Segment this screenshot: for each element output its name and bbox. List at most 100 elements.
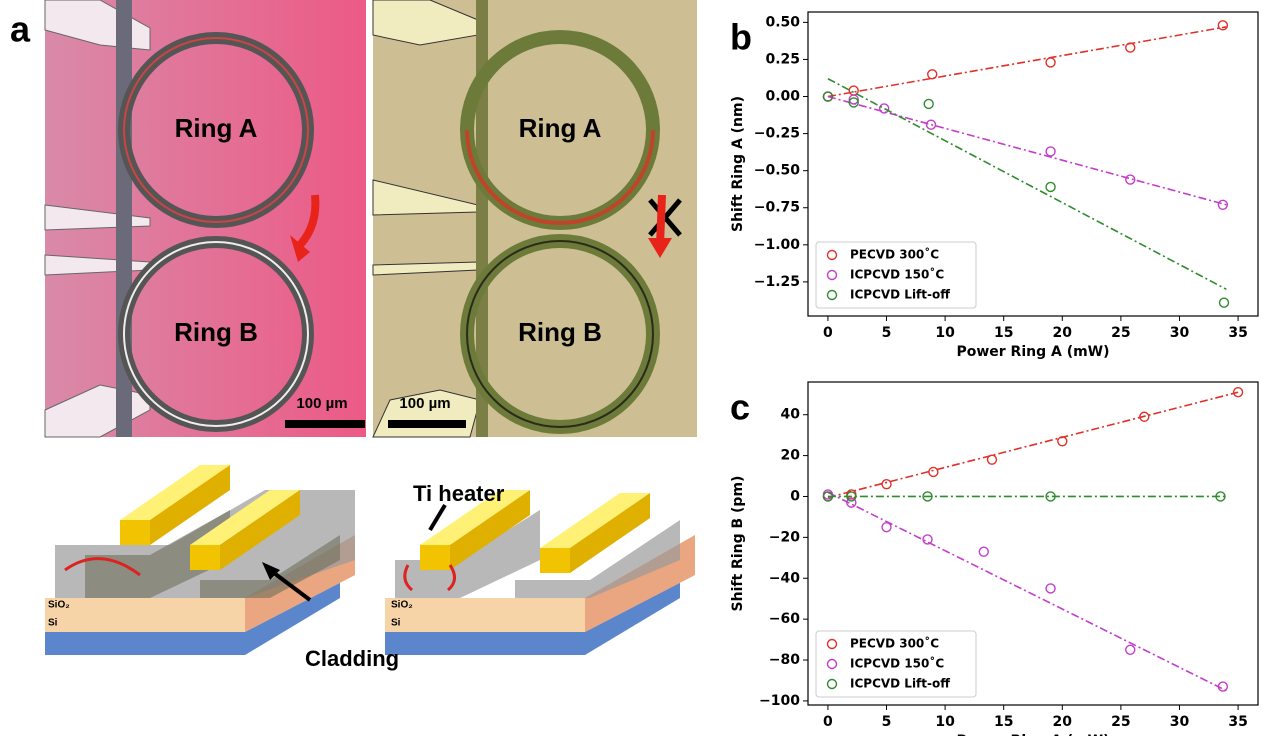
- legend-marker: [826, 269, 838, 281]
- y-tick-label: −0.25: [754, 126, 800, 142]
- callout: Cladding: [305, 646, 399, 671]
- data-point: [848, 94, 859, 105]
- fit-line: [827, 78, 1227, 291]
- data-point: [1217, 681, 1229, 692]
- x-tick-label: 30: [1170, 714, 1190, 730]
- x-tick-label: 25: [1111, 714, 1130, 730]
- panel-label: c: [730, 387, 750, 428]
- legend-entry: ICPCVD Lift-off: [850, 677, 950, 691]
- y-tick-label: −1.00: [754, 237, 801, 253]
- x-tick-label: 20: [1053, 714, 1073, 730]
- legend-marker: [826, 658, 838, 670]
- schematic-1: [45, 465, 355, 655]
- y-tick-label: 0: [790, 488, 800, 504]
- scale-label: 100 µm: [399, 395, 450, 412]
- data-point: [1232, 387, 1244, 398]
- y-tick-label: −80: [769, 652, 800, 668]
- data-point: [1045, 491, 1056, 502]
- x-tick-label: 15: [994, 714, 1013, 730]
- data-point: [1045, 583, 1056, 594]
- data-point: [846, 491, 857, 502]
- x-tick-label: 20: [1053, 325, 1073, 341]
- y-tick-label: −0.50: [754, 163, 801, 179]
- data-point: [986, 454, 998, 465]
- fit-line: [827, 26, 1227, 98]
- legend-marker: [826, 678, 838, 690]
- data-point: [922, 491, 933, 502]
- layer-label: Si: [391, 618, 401, 629]
- data-point: [1218, 297, 1230, 308]
- legend-entry: ICPCVD 150˚C: [850, 267, 944, 282]
- micrograph-2: [372, 0, 697, 438]
- x-tick-label: 15: [994, 325, 1013, 341]
- data-point: [1139, 411, 1150, 422]
- schematic-2: [385, 490, 695, 655]
- x-tick-label: 10: [935, 325, 955, 341]
- fit-line: [827, 491, 1227, 692]
- fit-line: [827, 391, 1239, 499]
- x-axis-label: Power Ring A (mW): [956, 344, 1109, 360]
- layer-label: SiO₂: [48, 600, 70, 611]
- x-tick-label: 35: [1228, 325, 1247, 341]
- data-point: [923, 98, 934, 110]
- x-tick-label: 10: [935, 714, 955, 730]
- data-point: [881, 479, 892, 490]
- data-point: [881, 521, 892, 533]
- x-tick-label: 5: [882, 325, 892, 341]
- data-point: [1215, 491, 1226, 502]
- x-axis-label: Power Ring A (mW): [956, 733, 1109, 736]
- panel-label: b: [730, 17, 752, 58]
- panel-label: a: [10, 9, 31, 50]
- data-point: [1125, 644, 1136, 656]
- x-tick-label: 5: [882, 714, 892, 730]
- y-axis-label: Shift Ring B (pm): [730, 476, 746, 612]
- layer-label: SiO₂: [391, 600, 413, 611]
- data-point: [1057, 436, 1068, 447]
- data-point: [922, 534, 933, 545]
- data-point: [927, 69, 938, 80]
- ring-label: Ring B: [518, 317, 602, 347]
- legend-marker: [826, 638, 838, 650]
- y-tick-label: −20: [769, 529, 800, 545]
- legend-entry: ICPCVD 150˚C: [850, 656, 944, 671]
- callout: Ti heater: [413, 481, 505, 506]
- legend-box: [815, 630, 977, 698]
- data-point: [1217, 199, 1229, 210]
- data-point: [878, 103, 890, 114]
- fit-line: [827, 95, 1227, 206]
- x-tick-label: 0: [823, 714, 833, 730]
- legend-entry: PECVD 300˚C: [850, 636, 939, 651]
- plot-frame: [807, 11, 1259, 317]
- x-tick-label: 30: [1170, 325, 1190, 341]
- ring-label: Ring B: [174, 317, 258, 347]
- data-point: [925, 119, 937, 130]
- ring-label: Ring A: [519, 113, 602, 143]
- data-point: [846, 497, 857, 508]
- data-point: [1045, 181, 1056, 193]
- y-tick-label: 0.50: [765, 14, 800, 30]
- data-point: [1217, 20, 1229, 31]
- data-point: [1045, 57, 1056, 68]
- y-tick-label: −1.25: [754, 274, 800, 290]
- data-point: [822, 491, 834, 502]
- legend-marker: [826, 249, 838, 261]
- y-axis-label: Shift Ring A (nm): [730, 96, 746, 232]
- data-point: [928, 466, 939, 478]
- layer-label: Si: [48, 618, 58, 629]
- x-tick-label: 0: [823, 325, 833, 341]
- data-point: [822, 91, 834, 102]
- data-point: [1045, 146, 1056, 157]
- y-tick-label: 20: [781, 448, 801, 464]
- data-point: [978, 546, 989, 557]
- legend-box: [815, 241, 977, 309]
- y-tick-label: 0.25: [765, 51, 800, 67]
- x-tick-label: 25: [1111, 325, 1130, 341]
- y-tick-label: −40: [769, 570, 800, 586]
- micrograph-1: [44, 0, 366, 438]
- y-tick-label: −60: [769, 611, 800, 627]
- y-tick-label: −100: [759, 693, 800, 709]
- legend-entry: ICPCVD Lift-off: [850, 288, 950, 302]
- ring-label: Ring A: [175, 113, 258, 143]
